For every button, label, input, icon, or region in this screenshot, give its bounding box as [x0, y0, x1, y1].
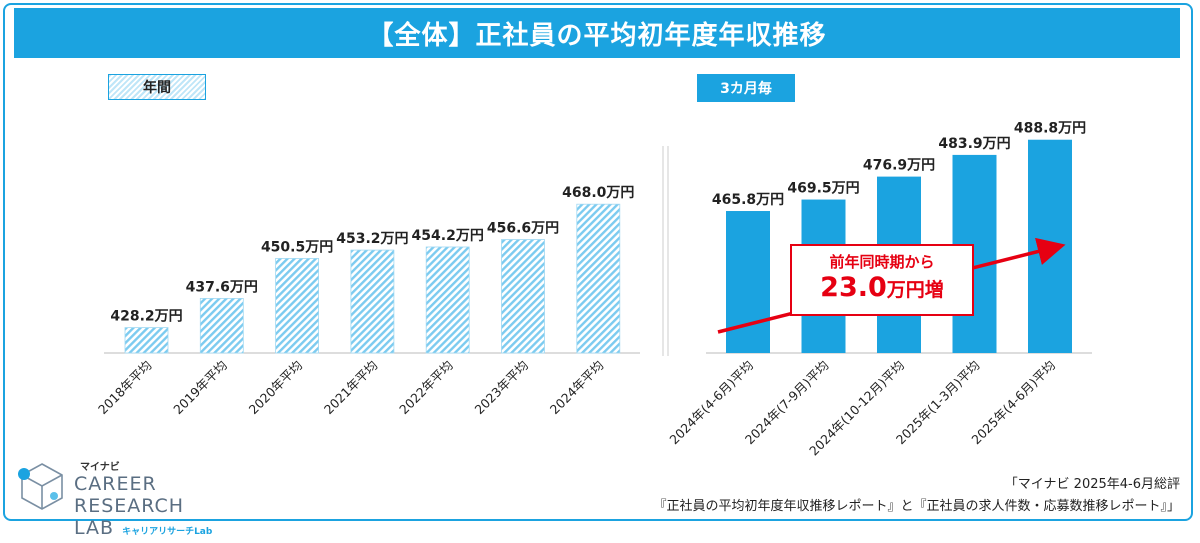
- annual-category-label: 2022年平均: [396, 358, 456, 418]
- source-note: 「マイナビ 2025年4-6月総評 『正社員の平均初年度年収推移レポート』と『正…: [653, 474, 1180, 518]
- annual-value-label: 468.0万円: [562, 185, 634, 201]
- logo-line2-row: LAB キャリアリサーチLab: [74, 517, 254, 543]
- increase-callout: 前年同時期から 23.0万円増: [790, 244, 974, 316]
- quarterly-value-label: 469.5万円: [787, 181, 859, 197]
- annual-value-label: 456.6万円: [487, 221, 559, 237]
- quarterly-value-label: 488.8万円: [1014, 121, 1086, 137]
- annual-category-label: 2024年平均: [547, 358, 607, 418]
- annual-category-label: 2021年平均: [321, 358, 381, 418]
- annual-bar: [425, 246, 470, 354]
- annual-bar: [576, 203, 621, 354]
- annual-bar: [350, 249, 395, 354]
- source-line1: 「マイナビ 2025年4-6月総評: [1004, 477, 1180, 492]
- quarterly-value-label: 483.9万円: [938, 136, 1010, 152]
- outer-frame: [3, 3, 1193, 521]
- annual-section-label: 年間: [108, 74, 206, 100]
- annual-bar: [501, 239, 545, 354]
- annual-chart: 428.2万円 2018年平均 437.6万円 2019年平均 450.5万円 2020年…: [95, 185, 640, 417]
- annual-bar: [199, 298, 244, 354]
- annual-value-label: 450.5万円: [261, 239, 333, 255]
- annual-value-label: 437.6万円: [186, 279, 258, 295]
- annual-value-label: 453.2万円: [336, 231, 408, 247]
- annual-value-label: 454.2万円: [412, 228, 484, 244]
- annual-category-label: 2023年平均: [472, 358, 532, 418]
- logo-sub: キャリアリサーチLab: [122, 527, 213, 537]
- annual-value-label: 428.2万円: [110, 309, 182, 325]
- title-bar: 【全体】正社員の平均初年度年収推移: [14, 8, 1180, 58]
- quarterly-value-label: 465.8万円: [712, 192, 784, 208]
- career-research-lab-logo: マイナビ CAREER RESEARCH LAB キャリアリサーチLab: [14, 458, 254, 539]
- callout-value-line: 23.0万円増: [820, 271, 944, 307]
- quarterly-bar: [1028, 139, 1072, 353]
- quarterly-category-label: 2024年(4-6月)平均: [666, 358, 756, 448]
- callout-unit: 万円増: [886, 279, 944, 301]
- annual-bar: [124, 327, 169, 354]
- lab-cube-icon: [18, 463, 63, 510]
- logo-line2: LAB: [74, 517, 115, 539]
- chart-canvas: 428.2万円 2018年平均 437.6万円 2019年平均 450.5万円 2020年…: [95, 121, 1092, 459]
- logo-brand: マイナビ: [80, 462, 120, 473]
- callout-value: 23.0: [820, 272, 887, 303]
- source-line2: 『正社員の平均初年度年収推移レポート』と『正社員の求人件数・応募数推移レポート』…: [653, 499, 1180, 514]
- annual-label-text: 年間: [143, 80, 171, 96]
- callout-line1: 前年同時期から: [829, 253, 935, 271]
- quarterly-value-label: 476.9万円: [863, 158, 935, 174]
- quarterly-section-label: 3カ月毎: [697, 74, 795, 102]
- annual-bar: [275, 258, 320, 354]
- annual-category-label: 2018年平均: [95, 358, 155, 418]
- logo-line1: CAREER RESEARCH: [74, 473, 185, 517]
- annual-category-label: 2020年平均: [246, 358, 306, 418]
- annual-category-label: 2019年平均: [170, 358, 230, 418]
- quarterly-category-label: 2025年(1-3月)平均: [893, 358, 983, 448]
- quarterly-bar: [726, 211, 770, 353]
- page-title: 【全体】正社員の平均初年度年収推移: [367, 20, 827, 51]
- quarterly-category-label: 2025年(4-6月)平均: [968, 358, 1058, 448]
- quarterly-label-text: 3カ月毎: [720, 81, 772, 97]
- quarterly-category-label: 2024年(7-9月)平均: [742, 358, 832, 448]
